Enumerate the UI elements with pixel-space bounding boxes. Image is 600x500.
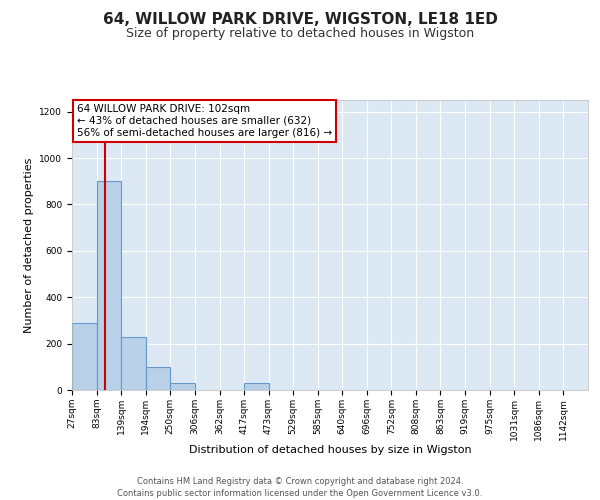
Bar bbox=[72, 322, 97, 390]
Text: Contains public sector information licensed under the Open Government Licence v3: Contains public sector information licen… bbox=[118, 489, 482, 498]
Text: 64, WILLOW PARK DRIVE, WIGSTON, LE18 1ED: 64, WILLOW PARK DRIVE, WIGSTON, LE18 1ED bbox=[103, 12, 497, 28]
Bar bbox=[170, 383, 195, 390]
Bar bbox=[121, 336, 146, 390]
Bar bbox=[244, 383, 269, 390]
X-axis label: Distribution of detached houses by size in Wigston: Distribution of detached houses by size … bbox=[188, 446, 472, 456]
Bar bbox=[97, 181, 121, 390]
Text: Size of property relative to detached houses in Wigston: Size of property relative to detached ho… bbox=[126, 28, 474, 40]
Bar bbox=[146, 367, 170, 390]
Text: 64 WILLOW PARK DRIVE: 102sqm
← 43% of detached houses are smaller (632)
56% of s: 64 WILLOW PARK DRIVE: 102sqm ← 43% of de… bbox=[77, 104, 332, 138]
Text: Contains HM Land Registry data © Crown copyright and database right 2024.: Contains HM Land Registry data © Crown c… bbox=[137, 478, 463, 486]
Y-axis label: Number of detached properties: Number of detached properties bbox=[24, 158, 34, 332]
